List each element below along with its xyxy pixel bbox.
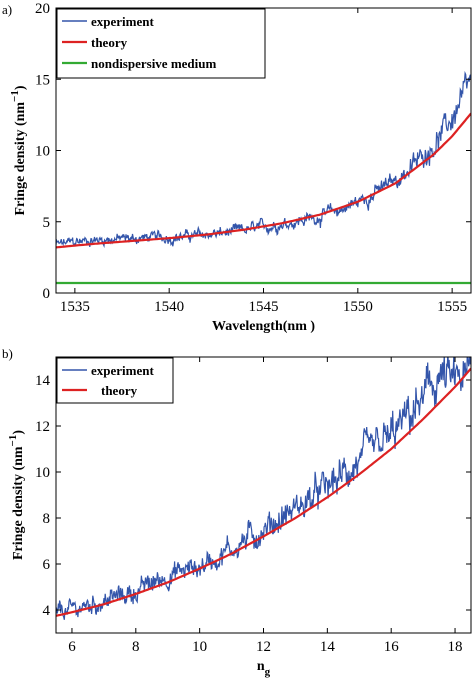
x-tick-label: 10 [192, 639, 207, 655]
legend-label-experiment: experiment [91, 363, 154, 378]
x-tick-label: 6 [68, 639, 76, 655]
legend-label-nondispersive-medium: nondispersive medium [91, 56, 216, 71]
y-tick-label: 4 [43, 603, 51, 619]
x-tick-label: 16 [384, 639, 400, 655]
legend-label-theory: theory [91, 35, 128, 50]
x-tick-label: 18 [448, 639, 463, 655]
series-line-experiment [56, 70, 471, 249]
x-tick-label: 1550 [343, 299, 373, 315]
x-tick-label: 1555 [437, 299, 467, 315]
y-axis-title-main: Fringe density (nm [11, 446, 26, 560]
y-tick-label: 20 [35, 1, 50, 17]
y-axis-title-superscript: −1 [9, 90, 21, 102]
x-tick-label: 8 [132, 639, 140, 655]
series-line-experiment [56, 357, 471, 620]
y-tick-label: 10 [35, 465, 50, 481]
y-tick-label: 6 [43, 557, 51, 573]
series-line-theory [56, 112, 471, 249]
y-axis-title: Fringe density (nm−1) [7, 430, 26, 560]
series-group [56, 70, 471, 285]
x-tick-label: 1545 [249, 299, 279, 315]
x-tick-label: 1540 [154, 299, 184, 315]
y-axis-title: Fringe density (nm−1) [9, 85, 28, 215]
y-axis-title-close: ) [13, 85, 28, 90]
x-axis-title: ng [257, 659, 271, 678]
x-axis-title-subscript: g [265, 666, 271, 678]
legend-box [56, 8, 266, 79]
x-tick-label: 1535 [60, 299, 90, 315]
y-tick-label: 12 [35, 419, 50, 435]
y-axis-title-close: ) [11, 430, 26, 435]
legend: experiment theory nondispersive medium [56, 8, 266, 79]
y-tick-label: 0 [43, 286, 51, 302]
chart-panel-b: 6 8 10 12 14 16 18 4 6 8 10 12 14 b) ng Fringe density … [2, 346, 472, 678]
x-axis-title: Wavelength(nm ) [212, 319, 315, 334]
legend-label-theory: theory [101, 383, 138, 398]
series-line-theory [56, 367, 471, 617]
series-group [56, 357, 471, 620]
y-axis-title-main: Fringe density (nm [13, 102, 28, 216]
x-axis-title-main: n [257, 659, 265, 674]
panel-label: b) [2, 346, 13, 361]
legend-box [56, 357, 174, 404]
x-tick-label: 14 [320, 639, 336, 655]
y-tick-label: 10 [35, 144, 50, 160]
panel-label: a) [2, 2, 12, 17]
y-tick-label: 5 [43, 215, 51, 231]
y-tick-label: 8 [43, 511, 51, 527]
chart-panel-a: 1535 1540 1545 1550 1555 0 5 10 15 20 a) Wavelength… [2, 1, 472, 334]
x-axis-title-main: Wavelength(nm ) [212, 319, 315, 334]
x-tick-label: 12 [256, 639, 271, 655]
legend: experiment theory [56, 357, 174, 404]
y-tick-label: 15 [35, 72, 50, 88]
y-axis-title-superscript: −1 [7, 435, 19, 447]
y-tick-label: 14 [35, 373, 51, 389]
legend-label-experiment: experiment [91, 14, 154, 29]
